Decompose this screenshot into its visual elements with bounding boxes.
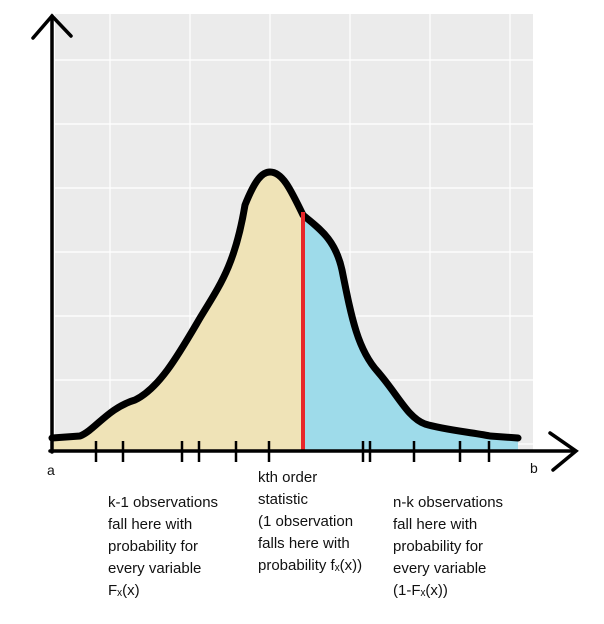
middle-annotation-line: falls here with (258, 535, 350, 552)
left-annotation-line: k-1 observations (108, 494, 219, 511)
right-annotation-line: every variable (393, 560, 487, 577)
y-axis-arrowhead (31, 13, 73, 40)
observation-ticks (94, 441, 491, 462)
right-annotation-line: probability for (393, 538, 484, 555)
left-annotation-line: fall here with (108, 516, 193, 533)
left-annotation-line: probability for (108, 538, 199, 555)
middle-annotation: kth order statistic (1 observation falls… (258, 467, 362, 577)
middle-annotation-line: statistic (258, 491, 309, 508)
x-axis-arrowhead (548, 431, 579, 472)
density-curve (48, 168, 522, 442)
right-shaded-area (303, 215, 518, 451)
x-axis (48, 431, 579, 472)
y-axis (31, 13, 73, 454)
right-end-label: b (530, 460, 538, 476)
left-end-label: a (47, 462, 55, 478)
left-annotation-line: every variable (108, 560, 202, 577)
right-annotation-line: n-k observations (393, 494, 504, 511)
right-annotation-line: (1-Fₓ(x)) (393, 582, 448, 599)
middle-annotation-line: (1 observation (258, 513, 354, 530)
middle-annotation-line: kth order (258, 469, 318, 486)
right-annotation-line: fall here with (393, 516, 478, 533)
middle-annotation-line: probability fₓ(x)) (258, 557, 363, 574)
right-annotation: n-k observations fall here with probabil… (393, 492, 503, 602)
left-annotation-line: Fₓ(x) (108, 582, 140, 599)
left-annotation: k-1 observations fall here with probabil… (108, 492, 218, 602)
